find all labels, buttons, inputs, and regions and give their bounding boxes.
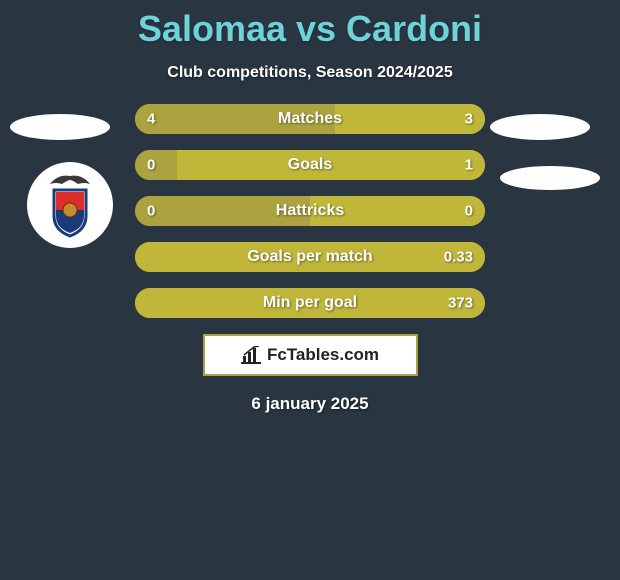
- right-value: 1: [465, 157, 473, 174]
- left-value: 4: [147, 111, 155, 128]
- stat-label: Goals per match: [247, 248, 372, 266]
- club-badge: [27, 162, 113, 248]
- stat-label: Matches: [278, 110, 342, 128]
- right-value: 0.33: [444, 249, 473, 266]
- stat-row-hattricks: 0 0 Hattricks: [135, 196, 485, 226]
- stat-row-goals: 0 1 Goals: [135, 150, 485, 180]
- right-value: 373: [448, 295, 473, 312]
- stat-row-min-per-goal: 373 Min per goal: [135, 288, 485, 318]
- side-oval-0: [10, 114, 110, 140]
- stat-row-matches: 4 3 Matches: [135, 104, 485, 134]
- bar-left: [135, 150, 177, 180]
- brand-text: FcTables.com: [267, 345, 379, 365]
- bar-right: [335, 104, 485, 134]
- brand-box[interactable]: FcTables.com: [203, 334, 418, 376]
- side-oval-2: [500, 166, 600, 190]
- stat-label: Hattricks: [276, 202, 344, 220]
- stat-row-goals-per-match: 0.33 Goals per match: [135, 242, 485, 272]
- right-value: 3: [465, 111, 473, 128]
- comparison-chart: 4 3 Matches 0 1 Goals 0 0 Hattricks 0.33 Goals per…: [0, 104, 620, 318]
- club-crest-icon: [40, 170, 100, 240]
- stat-label: Min per goal: [263, 294, 357, 312]
- bar-chart-icon: [241, 346, 261, 364]
- date-line: 6 january 2025: [0, 394, 620, 414]
- side-oval-1: [490, 114, 590, 140]
- right-value: 0: [465, 203, 473, 220]
- stat-label: Goals: [288, 156, 332, 174]
- left-value: 0: [147, 203, 155, 220]
- page-title: Salomaa vs Cardoni: [0, 0, 620, 50]
- subtitle: Club competitions, Season 2024/2025: [0, 64, 620, 82]
- left-value: 0: [147, 157, 155, 174]
